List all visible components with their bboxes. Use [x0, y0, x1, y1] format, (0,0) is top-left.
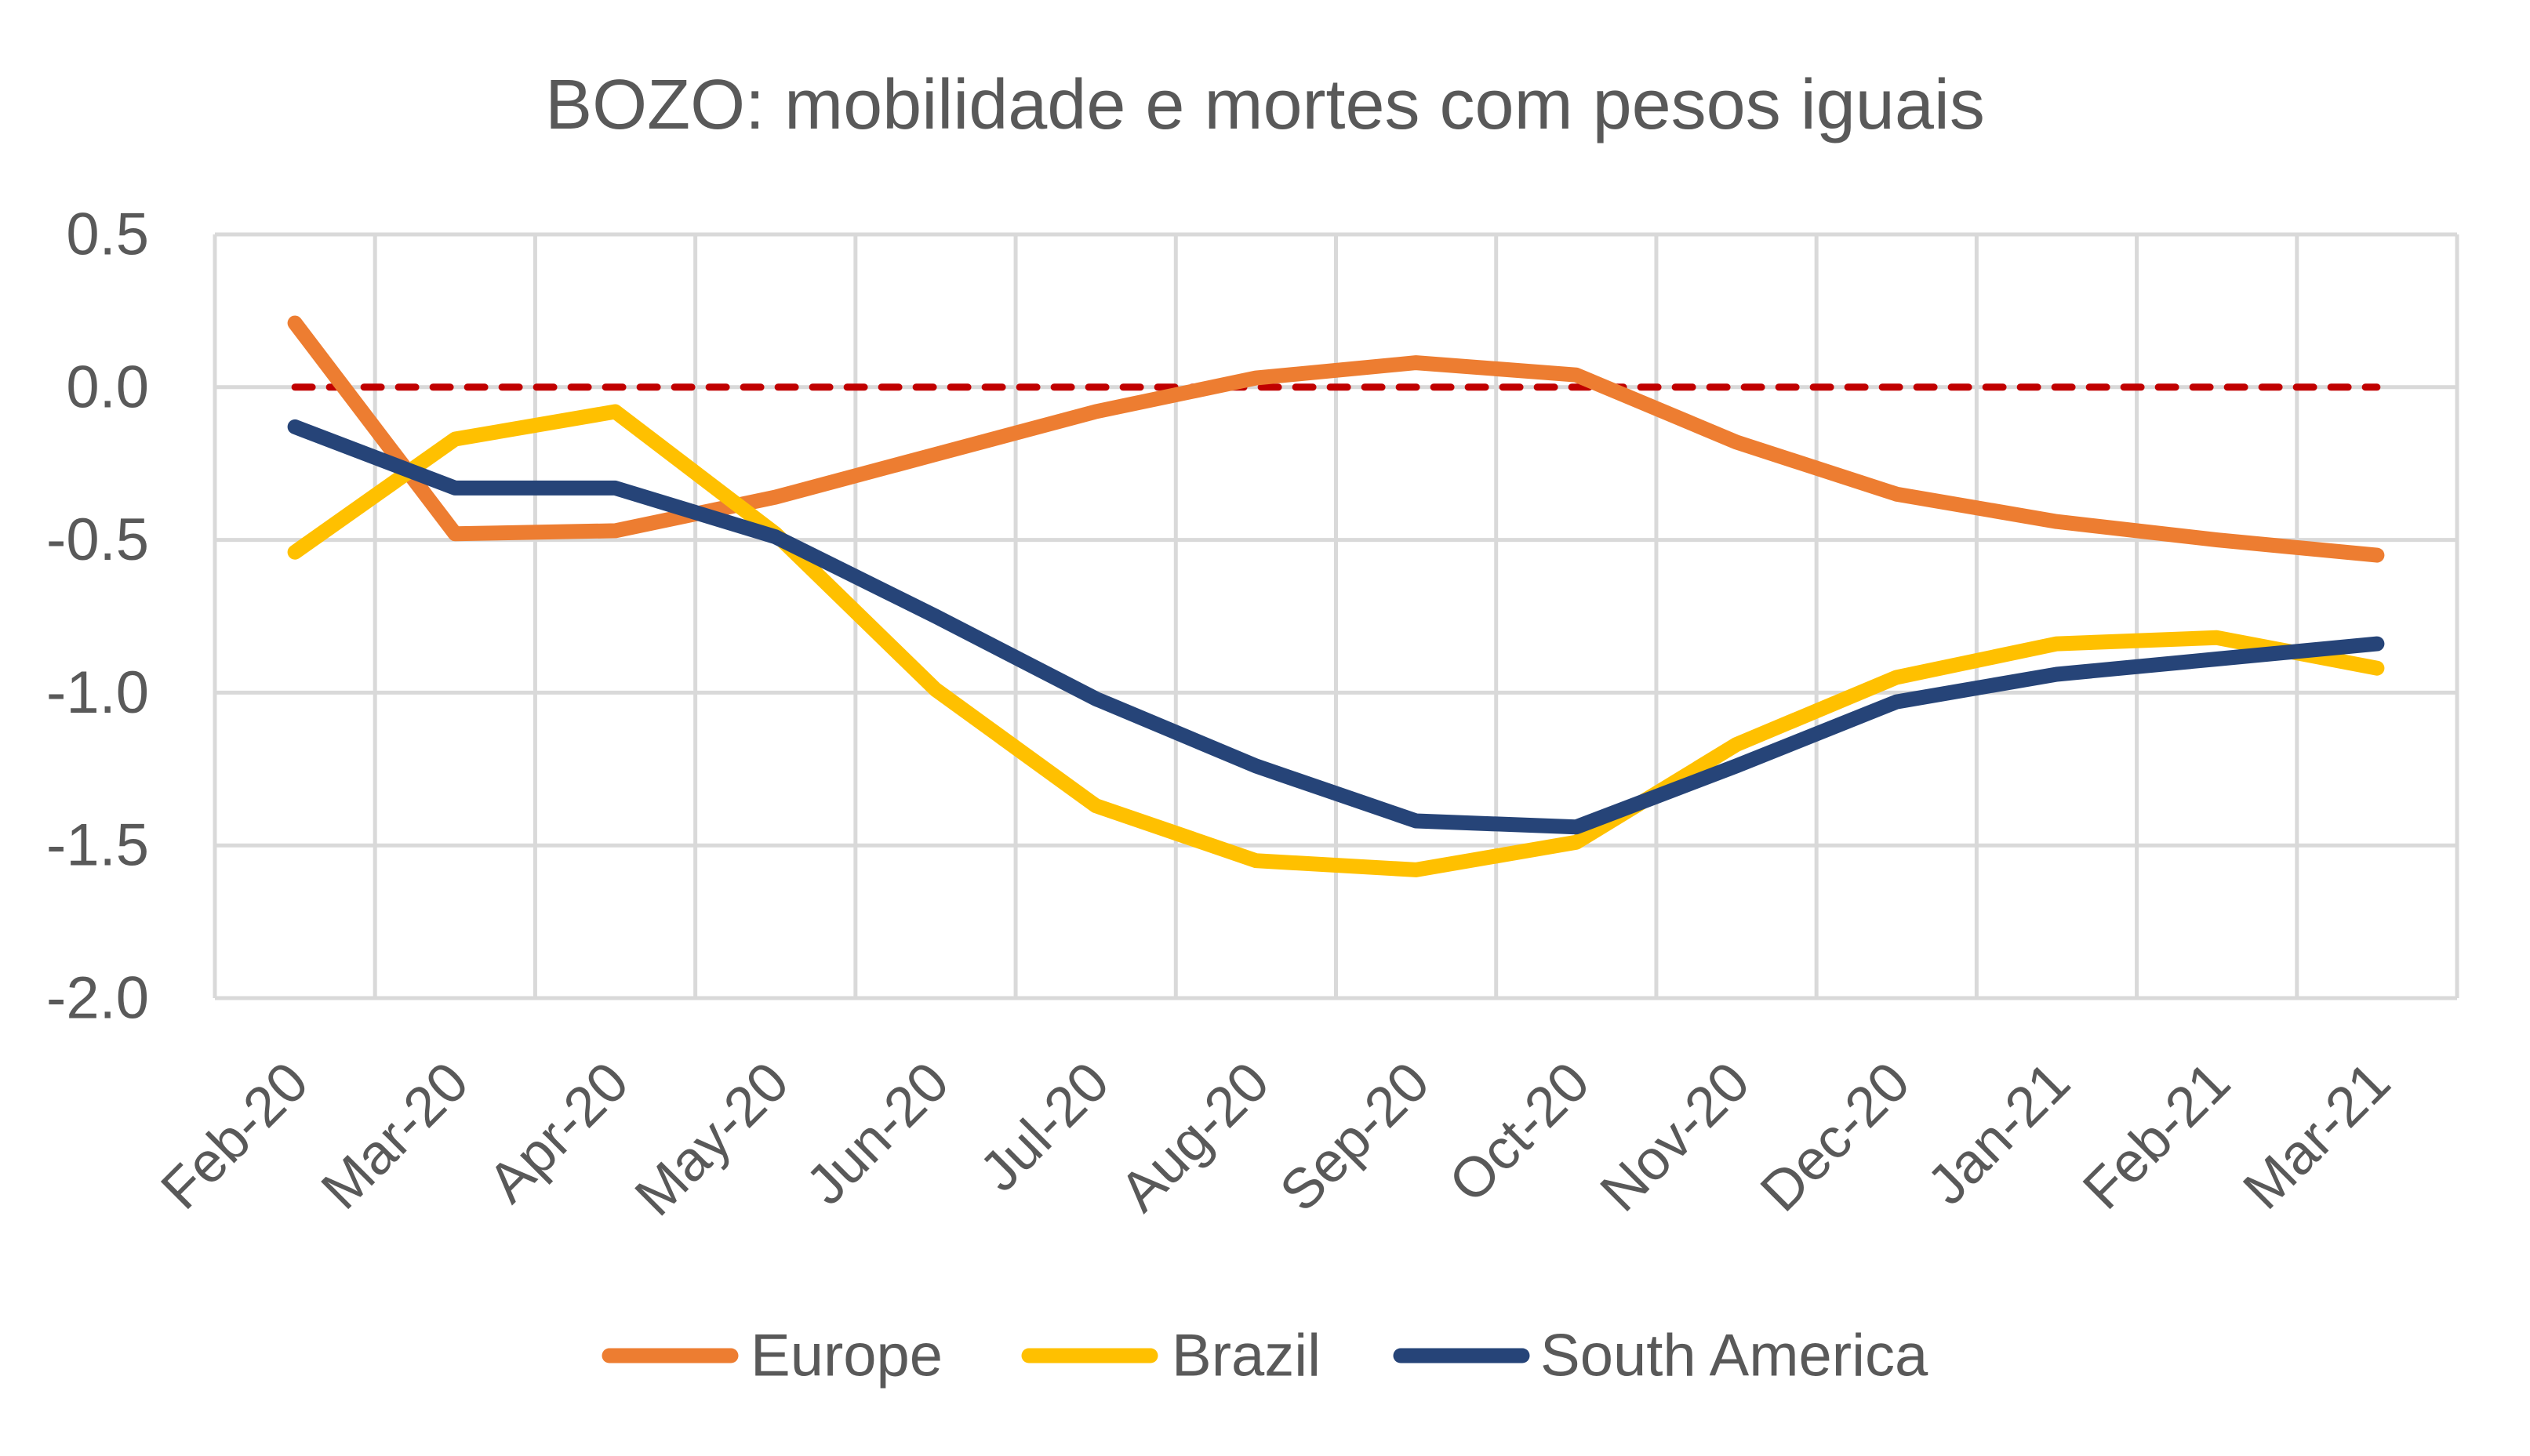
series-brazil	[287, 404, 2385, 877]
series-lines	[287, 315, 2385, 877]
legend-item-europe: Europe	[602, 1323, 943, 1389]
y-tick-label: -0.5	[46, 507, 149, 573]
legend-label: Brazil	[1172, 1323, 1321, 1389]
legend-item-brazil: Brazil	[1021, 1323, 1321, 1389]
y-tick-label: -2.0	[46, 965, 149, 1032]
y-tick-label: 0.0	[66, 354, 149, 420]
series-south-america	[287, 419, 2385, 835]
series-europe	[287, 315, 2385, 563]
y-tick-label: -1.5	[46, 812, 149, 879]
y-tick-label: -1.0	[46, 659, 149, 726]
series-line-south-america	[287, 419, 2385, 835]
series-line-europe	[287, 315, 2385, 563]
legend-label: Europe	[751, 1323, 943, 1389]
legend-label: South America	[1540, 1323, 1928, 1389]
chart-title: BOZO: mobilidade e mortes com pesos igua…	[545, 66, 1985, 144]
series-line-brazil	[287, 404, 2385, 877]
legend: Europe Brazil South America	[602, 1323, 1928, 1389]
legend-item-south-america: South America	[1393, 1323, 1928, 1389]
y-tick-label: 0.5	[66, 202, 149, 268]
y-axis-ticks: 0.5 0.0 -0.5 -1.0 -1.5 -2.0	[46, 202, 149, 1032]
